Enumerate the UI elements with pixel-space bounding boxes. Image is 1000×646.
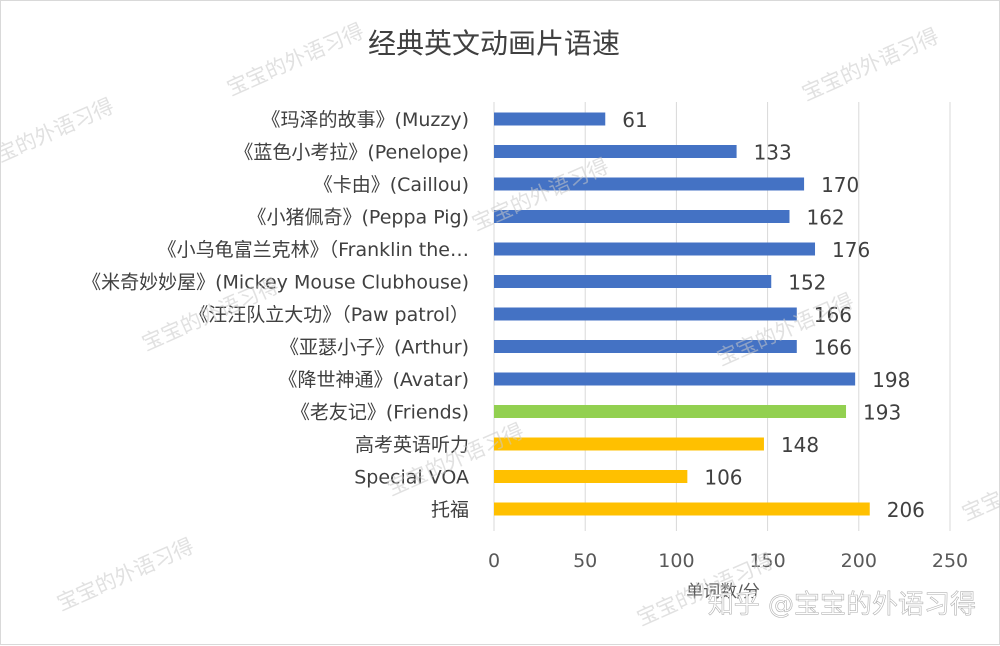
category-label: 高考英语听力 <box>355 434 469 456</box>
x-axis-title: 单词数/分 <box>686 582 760 602</box>
category-label: 《玛泽的故事》(Muzzy) <box>262 109 469 131</box>
data-label: 176 <box>832 238 870 262</box>
data-label: 133 <box>754 141 792 165</box>
x-tick-label: 250 <box>932 550 968 572</box>
labels: 0 50 100 150 200 250 《玛泽的故事》(Muzzy) 61 《蓝色小考拉》(P… <box>82 108 968 572</box>
category-label: 《蓝色小考拉》(Penelope) <box>234 142 469 164</box>
category-label: 《小乌龟富兰克林》（Franklin the… <box>158 239 469 261</box>
watermark: 宝宝的外语习得 <box>958 444 1000 526</box>
bar <box>494 372 856 386</box>
data-label: 198 <box>872 368 910 392</box>
data-label: 106 <box>704 466 742 490</box>
data-label: 152 <box>788 271 826 295</box>
bar <box>494 210 790 223</box>
data-label: 166 <box>814 303 852 327</box>
data-label: 193 <box>863 401 901 425</box>
bar <box>494 307 797 321</box>
x-tick-label: 100 <box>658 550 694 572</box>
category-label: 《卡由》(Caillou) <box>314 174 469 196</box>
bar <box>494 437 764 451</box>
category-label: 《米奇妙妙屋》(Mickey Mouse Clubhouse) <box>82 272 469 294</box>
category-label: 《汪汪队立大功》（Paw patrol） <box>189 304 469 326</box>
data-label: 61 <box>622 108 647 132</box>
category-label: 《老友记》(Friends) <box>291 402 469 424</box>
data-label: 162 <box>806 206 844 230</box>
data-label: 170 <box>821 173 859 197</box>
watermark: 宝宝的外语习得 <box>53 534 197 616</box>
category-label: 《降世神通》(Avatar) <box>278 369 469 391</box>
data-label: 166 <box>814 336 852 360</box>
x-tick-label: 200 <box>841 550 877 572</box>
watermark: 宝宝的外语习得 <box>223 19 367 101</box>
category-label: Special VOA <box>354 467 469 489</box>
bar <box>494 242 816 256</box>
x-tick-label: 0 <box>488 550 500 572</box>
bar <box>494 275 772 288</box>
bar <box>494 405 847 418</box>
bar <box>494 502 870 516</box>
data-label: 148 <box>781 433 819 457</box>
bar <box>494 145 737 158</box>
bar <box>494 470 688 483</box>
bar <box>494 177 805 191</box>
watermark: 宝宝的外语习得 <box>798 24 942 106</box>
credit-watermark: 知乎 @宝宝的外语习得 <box>708 590 976 620</box>
category-label: 《小猪佩奇》(Peppa Pig) <box>248 207 469 229</box>
x-tick-label: 150 <box>749 550 785 572</box>
bars <box>494 112 870 516</box>
data-label: 206 <box>887 498 925 522</box>
category-label: 托福 <box>431 499 469 521</box>
watermark: 宝宝的外语习得 <box>468 154 612 236</box>
bar <box>494 112 606 126</box>
chart-title: 经典英文动画片语速 <box>368 27 620 60</box>
bar <box>494 340 797 353</box>
x-tick-label: 50 <box>573 550 597 572</box>
watermark: 宝宝的外语习得 <box>1 94 117 176</box>
category-label: 《亚瑟小子》(Arthur) <box>280 337 469 359</box>
